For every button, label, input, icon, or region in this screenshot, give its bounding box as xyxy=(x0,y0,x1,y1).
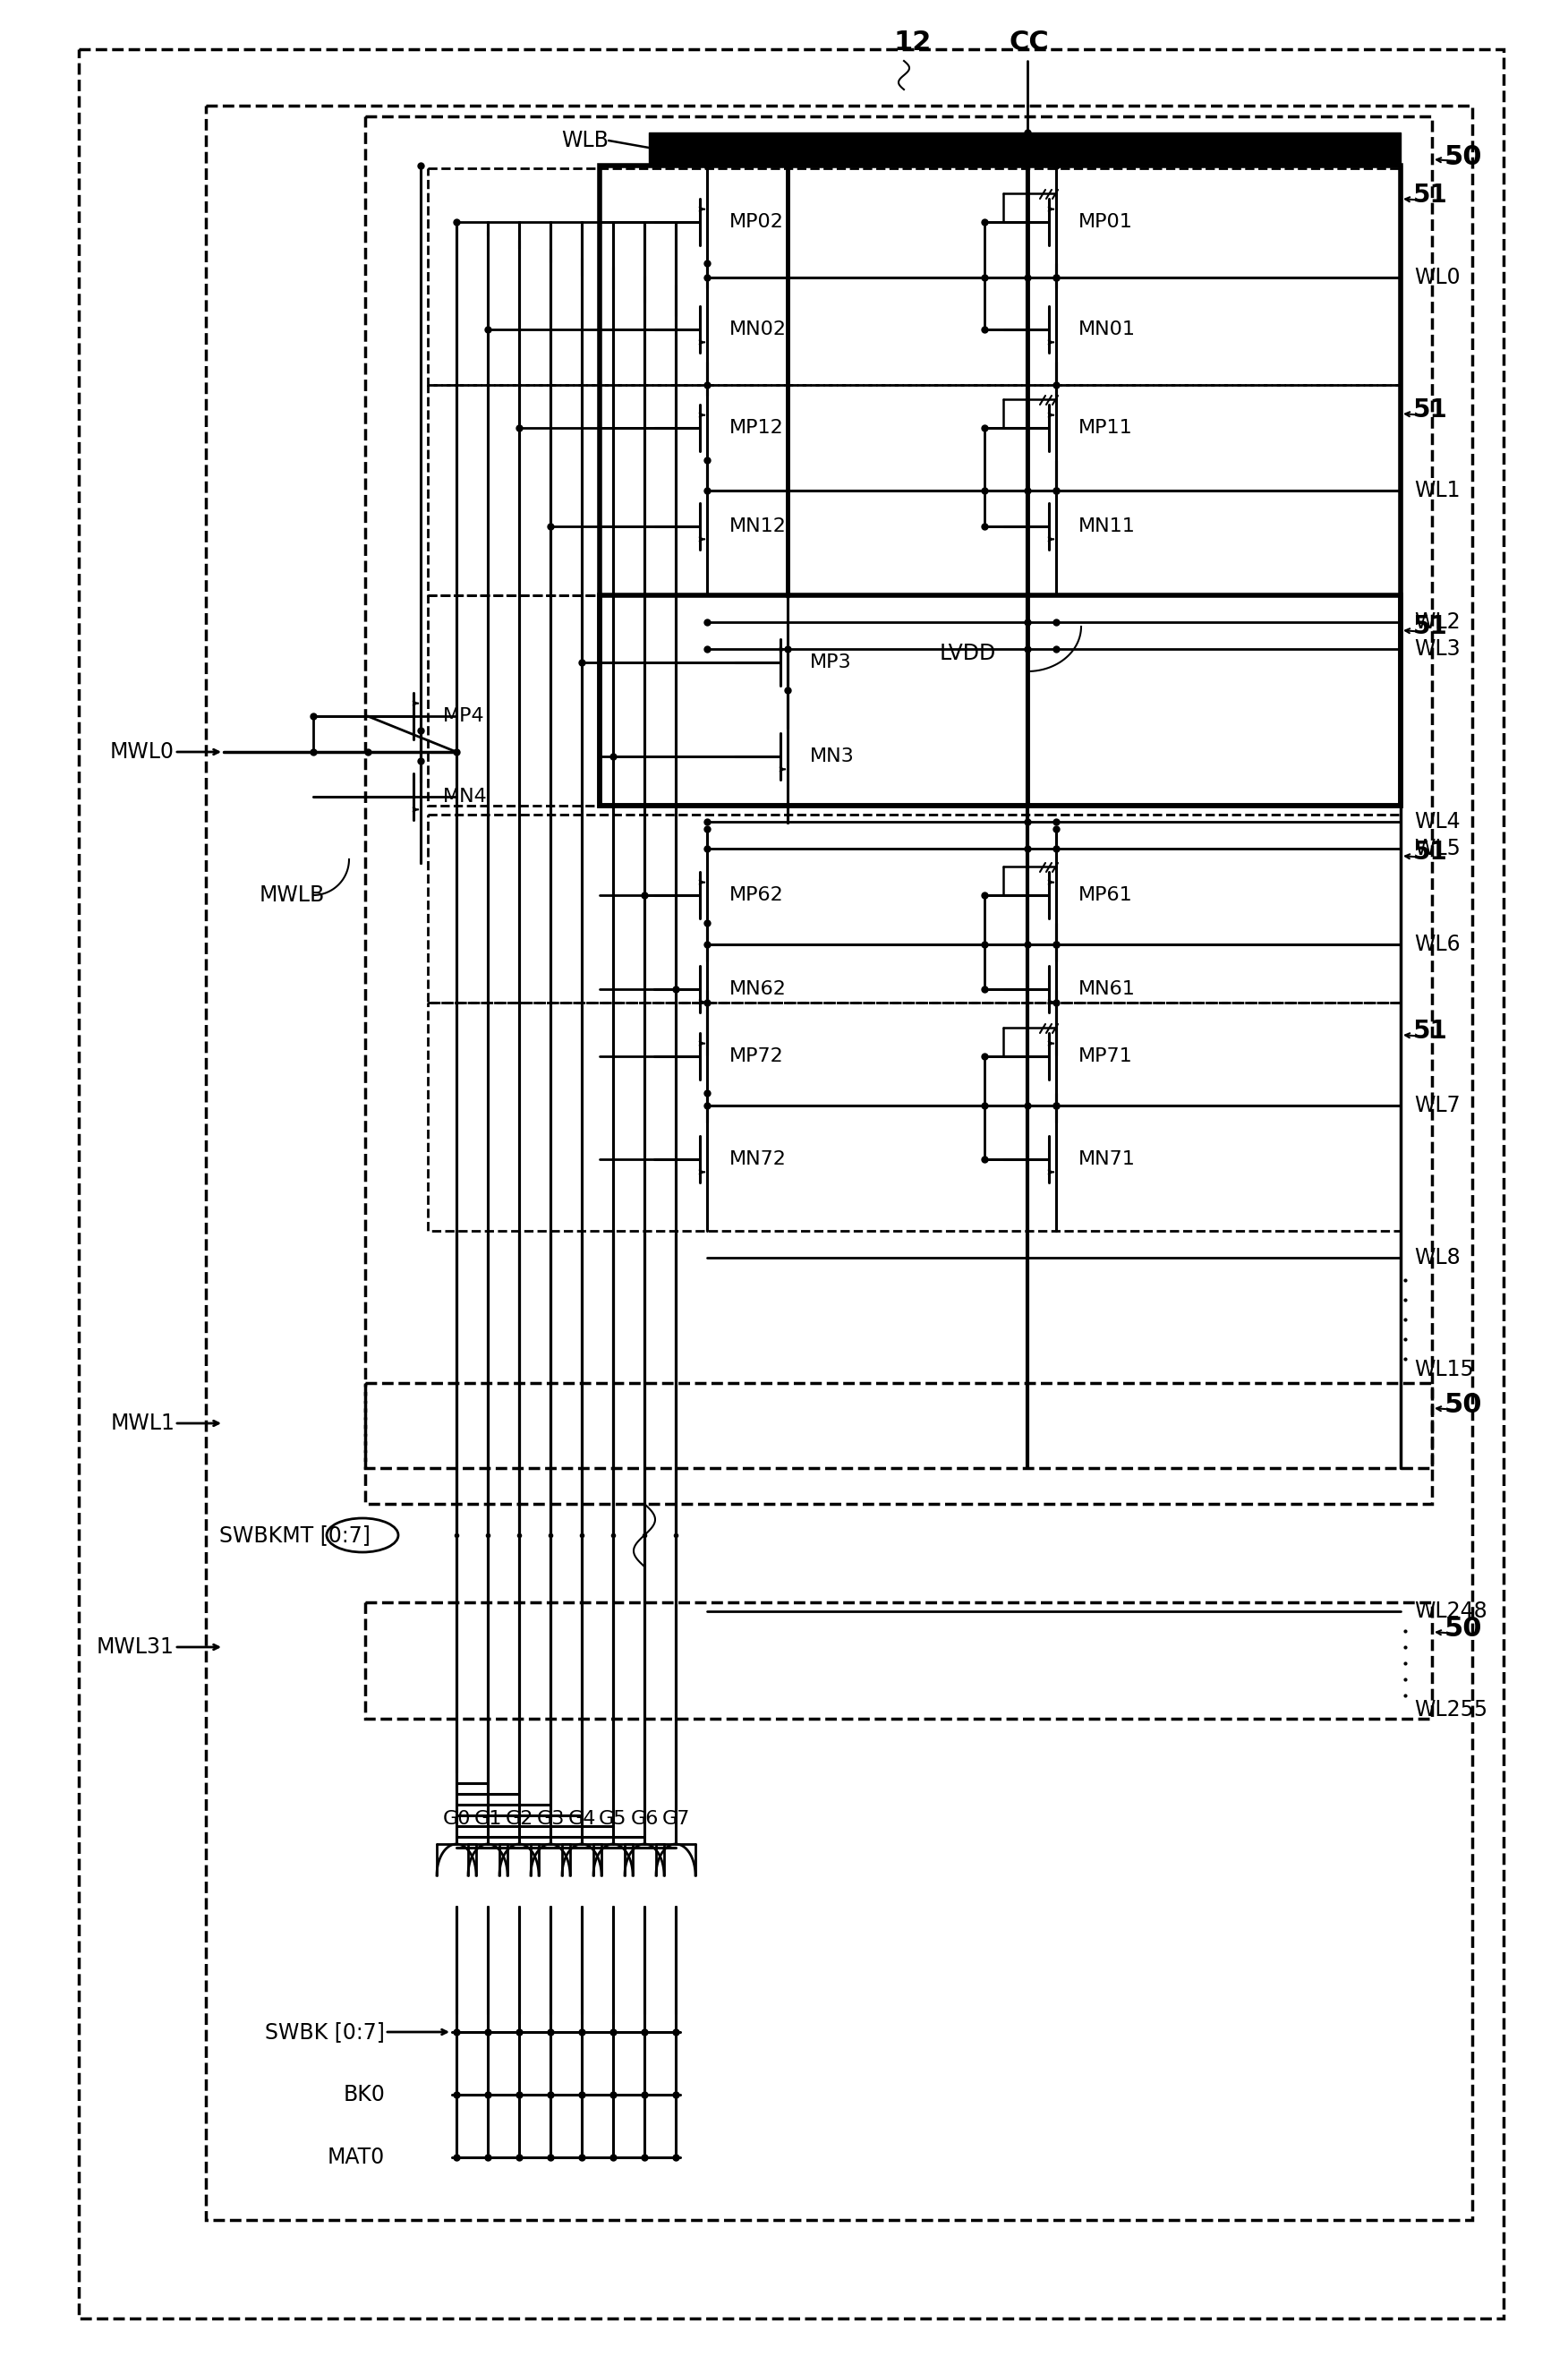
Text: MWL1: MWL1 xyxy=(110,1412,174,1433)
Bar xyxy=(365,1384,1432,1504)
Text: WL8: WL8 xyxy=(1414,1246,1460,1268)
Text: 50: 50 xyxy=(1444,144,1482,170)
Text: WL3: WL3 xyxy=(1414,639,1460,660)
Text: 51: 51 xyxy=(1413,615,1447,639)
Bar xyxy=(428,1003,1400,1230)
Text: WL248: WL248 xyxy=(1414,1601,1486,1622)
Text: 51: 51 xyxy=(1413,397,1447,423)
Text: MN12: MN12 xyxy=(729,518,787,534)
Text: WL2: WL2 xyxy=(1414,613,1460,634)
Text: MN11: MN11 xyxy=(1079,518,1135,534)
Text: MP01: MP01 xyxy=(1079,213,1132,232)
Text: G0: G0 xyxy=(442,1809,470,1828)
Bar xyxy=(428,814,1400,1003)
Text: 51: 51 xyxy=(1413,1019,1447,1043)
Text: MN62: MN62 xyxy=(729,979,787,998)
Text: LVDD: LVDD xyxy=(939,643,996,665)
Bar xyxy=(599,596,1400,806)
Bar xyxy=(599,166,1400,806)
Text: G1: G1 xyxy=(474,1809,502,1828)
Bar xyxy=(428,168,1400,385)
Text: G5: G5 xyxy=(599,1809,627,1828)
Text: MP3: MP3 xyxy=(809,653,851,672)
Bar xyxy=(365,116,1432,1469)
Text: 50: 50 xyxy=(1444,1393,1482,1419)
Text: MWL31: MWL31 xyxy=(97,1637,174,1658)
Text: WL255: WL255 xyxy=(1414,1698,1488,1719)
Text: WL5: WL5 xyxy=(1414,837,1460,858)
Bar xyxy=(365,1603,1432,1719)
Text: MP72: MP72 xyxy=(729,1048,784,1064)
Text: MN4: MN4 xyxy=(442,788,488,806)
Text: MWLB: MWLB xyxy=(260,885,325,906)
Text: WL4: WL4 xyxy=(1414,811,1460,832)
Text: G4: G4 xyxy=(568,1809,596,1828)
Text: MP02: MP02 xyxy=(729,213,784,232)
Bar xyxy=(649,132,1400,166)
Text: MN61: MN61 xyxy=(1079,979,1135,998)
Text: MN3: MN3 xyxy=(809,747,855,766)
Text: 51: 51 xyxy=(1413,840,1447,866)
Text: G6: G6 xyxy=(630,1809,659,1828)
Text: 50: 50 xyxy=(1444,1615,1482,1641)
Text: MP62: MP62 xyxy=(729,887,784,903)
Text: G7: G7 xyxy=(662,1809,690,1828)
Text: WL15: WL15 xyxy=(1414,1360,1474,1381)
Text: 51: 51 xyxy=(1413,182,1447,208)
Text: MP61: MP61 xyxy=(1079,887,1132,903)
Text: MAT0: MAT0 xyxy=(328,2147,384,2169)
Text: G2: G2 xyxy=(505,1809,533,1828)
Text: 12: 12 xyxy=(894,31,931,57)
Text: WL1: WL1 xyxy=(1414,480,1460,501)
Text: MN02: MN02 xyxy=(729,322,787,338)
Bar xyxy=(428,385,1400,596)
Text: MP12: MP12 xyxy=(729,419,784,438)
Bar xyxy=(205,106,1472,2221)
Bar xyxy=(428,596,1400,806)
Text: MP11: MP11 xyxy=(1079,419,1132,438)
Text: SWBKMT [0:7]: SWBKMT [0:7] xyxy=(220,1525,370,1547)
Text: WLB: WLB xyxy=(561,130,608,151)
Text: WL7: WL7 xyxy=(1414,1095,1460,1116)
Text: G3: G3 xyxy=(536,1809,564,1828)
Text: WL6: WL6 xyxy=(1414,934,1460,955)
Text: MN01: MN01 xyxy=(1079,322,1135,338)
Text: MP4: MP4 xyxy=(442,707,485,726)
Text: MP71: MP71 xyxy=(1079,1048,1132,1064)
Text: BK0: BK0 xyxy=(343,2084,384,2105)
Text: SWBK [0:7]: SWBK [0:7] xyxy=(265,2022,384,2043)
Text: WL0: WL0 xyxy=(1414,267,1460,289)
Text: CC: CC xyxy=(1010,31,1049,57)
Text: MN72: MN72 xyxy=(729,1149,787,1168)
Text: MWL0: MWL0 xyxy=(110,740,174,762)
Text: MN71: MN71 xyxy=(1079,1149,1135,1168)
